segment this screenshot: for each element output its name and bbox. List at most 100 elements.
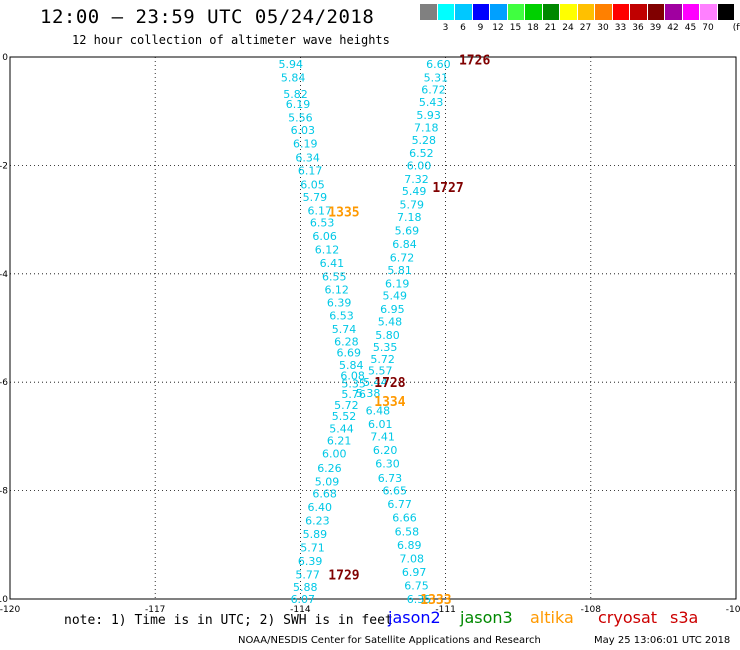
colorbar-label: 70: [702, 23, 714, 33]
wave-height-label: 5.79: [303, 191, 328, 204]
wave-height-label: 6.07: [291, 593, 316, 606]
wave-height-label: 6.39: [327, 297, 352, 310]
wave-height-label: 5.69: [395, 224, 420, 237]
colorbar-label: 12: [492, 23, 504, 33]
colorbar-swatch: [665, 4, 683, 20]
wave-height-label: 5.94: [278, 58, 303, 71]
colorbar-label: 6: [460, 23, 466, 33]
wave-height-label: 6.23: [305, 514, 330, 527]
wave-height-label: 5.81: [387, 264, 412, 277]
colorbar-swatch: [647, 4, 665, 20]
wave-height-label: 6.03: [291, 124, 316, 137]
colorbar-label: 30: [597, 23, 609, 33]
wave-height-label: 7.32: [404, 173, 429, 186]
colorbar-label: 42: [667, 23, 679, 33]
colorbar-swatch: [612, 4, 630, 20]
satellite-legend-jason3: jason3: [460, 608, 513, 627]
satellite-legend-altika: altika: [530, 608, 574, 627]
wave-height-label: 6.58: [395, 525, 420, 538]
wave-height-label: 5.56: [288, 112, 313, 125]
wave-height-label: 6.19: [293, 138, 318, 151]
pass-time-label: 1727: [432, 181, 463, 196]
wave-height-label: 6.75: [404, 579, 429, 592]
wave-height-label: 5.43: [419, 96, 444, 109]
y-tick-label: -8: [0, 487, 8, 497]
wave-height-label: 5.72: [370, 353, 395, 366]
wave-height-label: 7.18: [397, 211, 422, 224]
wave-height-label: 6.19: [286, 98, 311, 111]
wave-height-label: 6.66: [392, 512, 417, 525]
wave-height-label: 5.80: [375, 329, 400, 342]
wave-height-label: 6.17: [298, 164, 323, 177]
wave-height-label: 6.77: [387, 498, 412, 511]
wave-height-label: 5.57: [368, 364, 393, 377]
wave-height-label: 6.55: [322, 271, 347, 284]
wave-height-label: 5.38: [356, 387, 381, 400]
wave-height-label: 6.12: [315, 243, 340, 256]
wave-height-label: 5.52: [332, 410, 357, 423]
colorbar-label: 36: [632, 23, 644, 33]
wave-height-label: 6.35: [407, 593, 432, 606]
colorbar-label: 39: [649, 23, 662, 33]
footer-note: note: 1) Time is in UTC; 2) SWH is in fe…: [64, 613, 393, 628]
colorbar-label: 24: [562, 23, 574, 33]
wave-height-label: 5.79: [399, 198, 424, 211]
satellite-legend-jason2: jason2: [388, 608, 441, 627]
wave-height-label: 7.41: [370, 430, 395, 443]
credit-line: NOAA/NESDIS Center for Satellite Applica…: [238, 635, 541, 646]
wave-height-label: 6.69: [337, 346, 362, 359]
wave-height-label: 6.30: [375, 458, 400, 471]
colorbar-swatch: [595, 4, 613, 20]
y-tick-label: -4: [0, 270, 8, 280]
wave-height-label: 6.89: [397, 539, 422, 552]
wave-height-label: 6.53: [329, 310, 354, 323]
wave-height-label: 6.00: [407, 159, 432, 172]
wave-height-label: 5.82: [283, 88, 308, 101]
colorbar-label: 45: [684, 23, 697, 33]
generated-timestamp: May 25 13:06:01 UTC 2018: [594, 635, 731, 646]
colorbar-label: 3: [442, 23, 449, 33]
wave-height-label: 5.76: [341, 388, 366, 401]
colorbar-label: 9: [477, 23, 484, 33]
colorbar-swatch: [437, 4, 455, 20]
x-tick-label: -117: [145, 605, 165, 615]
wave-height-label: 5.48: [378, 315, 403, 328]
pass-time-label: 1333: [420, 593, 451, 608]
wave-height-label: 5.89: [303, 528, 328, 541]
wave-height-label: 5.88: [293, 581, 318, 594]
y-tick-label: -10: [0, 595, 8, 605]
wave-height-label: 6.53: [310, 216, 335, 229]
wave-height-label: 6.00: [322, 448, 347, 461]
colorbar-swatch: [472, 4, 490, 20]
wave-height-label: 6.72: [390, 252, 415, 265]
wave-height-label: 5.09: [315, 475, 340, 488]
pass-time-label: 1729: [328, 569, 359, 584]
wave-height-label: 7.08: [399, 552, 424, 565]
wave-height-label: 6.41: [320, 257, 345, 270]
colorbar-swatch: [455, 4, 473, 20]
wave-height-label: 5.72: [334, 399, 359, 412]
wave-height-label: 6.17: [308, 204, 333, 217]
x-tick-label: -111: [435, 605, 455, 615]
wave-height-label: 7.18: [414, 121, 439, 134]
wave-height-label: 5.71: [300, 542, 325, 555]
y-tick-label: -2: [0, 161, 8, 171]
satellite-legend-s3a: s3a: [670, 608, 699, 627]
y-tick-label: 0: [2, 53, 8, 63]
wave-height-label: 6.08: [340, 370, 365, 383]
x-tick-label: -108: [581, 605, 602, 615]
plot-frame: [9, 56, 737, 600]
wave-height-label: 6.39: [298, 555, 323, 568]
colorbar-label: 27: [579, 23, 592, 33]
wave-height-label: 6.19: [385, 278, 410, 291]
colorbar-swatch: [577, 4, 595, 20]
wave-height-label: 6.65: [383, 485, 408, 498]
wave-height-label: 5.44: [363, 376, 388, 389]
wave-height-label: 5.49: [402, 185, 427, 198]
wave-height-label: 6.20: [373, 444, 398, 457]
wave-height-label: 5.84: [281, 72, 306, 85]
colorbar-swatch: [630, 4, 648, 20]
colorbar-swatch: [700, 4, 718, 20]
pass-time-label: 1728: [374, 376, 405, 391]
